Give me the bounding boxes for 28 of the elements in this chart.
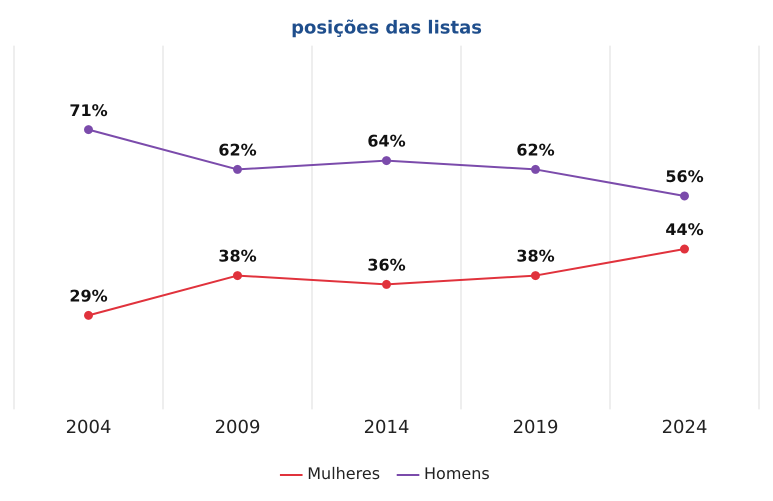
data-label: 56%: [665, 167, 704, 186]
legend-label: Homens: [424, 464, 490, 484]
data-label: 62%: [218, 140, 257, 160]
point: [382, 156, 391, 166]
point: [680, 244, 689, 254]
data-label: 64%: [367, 132, 406, 151]
point: [84, 125, 93, 134]
x-tick-label: 2009: [214, 416, 260, 438]
legend-label: Mulheres: [307, 464, 380, 484]
point: [382, 280, 391, 289]
point: [233, 164, 242, 174]
point: [531, 164, 540, 174]
x-tick-label: 2024: [662, 416, 708, 438]
point: [84, 310, 93, 320]
data-label: 44%: [665, 220, 704, 240]
data-label: 36%: [367, 256, 406, 275]
x-tick-label: 2019: [512, 416, 558, 438]
data-label: 71%: [69, 100, 108, 120]
data-label: 29%: [69, 286, 108, 306]
data-label: 38%: [218, 246, 257, 266]
x-tick-label: 2004: [66, 416, 112, 438]
data-label: 38%: [516, 246, 555, 266]
chart-title: posições das listas: [291, 17, 482, 38]
x-tick-label: 2014: [364, 416, 410, 438]
data-label: 62%: [516, 140, 555, 160]
point: [680, 191, 689, 200]
point: [531, 271, 540, 280]
point: [233, 271, 242, 280]
